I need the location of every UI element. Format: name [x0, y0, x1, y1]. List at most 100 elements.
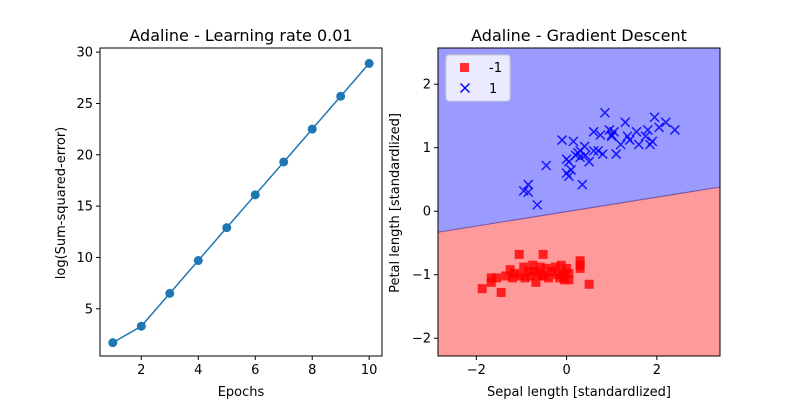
right-chart-y-tick-label: −1	[412, 268, 431, 283]
class-neg1-point	[492, 273, 502, 283]
class-1-point	[620, 117, 631, 128]
class-1-point	[532, 199, 543, 210]
error-point	[165, 288, 175, 298]
legend-label-1: 1	[489, 82, 497, 97]
error-point	[108, 338, 118, 348]
class-1-point	[557, 135, 568, 146]
class-neg1-point	[535, 262, 545, 272]
left-chart-title: Adaline - Learning rate 0.01	[129, 26, 352, 45]
class-neg1-point	[556, 260, 566, 270]
class-1-point	[588, 126, 599, 137]
left-chart-y-tick-label: 30	[76, 46, 93, 61]
right-chart-y-tick-label: 0	[423, 205, 431, 220]
class-1-point	[631, 126, 642, 137]
class-1-point	[624, 135, 635, 146]
class-1-point	[563, 171, 574, 182]
error-point	[279, 157, 289, 167]
legend-label-neg1: -1	[489, 61, 502, 76]
left-chart-y-tick-label: 25	[76, 97, 93, 112]
right-chart-title: Adaline - Gradient Descent	[471, 26, 687, 45]
class-1-point	[595, 129, 606, 141]
left-chart-x-tick-label: 10	[361, 363, 378, 378]
right-chart-y-axis-label: Petal length [standardlized]	[388, 113, 403, 293]
error-series-line	[112, 62, 370, 344]
class-1-point	[566, 164, 577, 175]
class-neg1-point	[564, 268, 574, 278]
right-chart-x-tick-label: −2	[467, 363, 486, 378]
class-neg1-point	[541, 263, 551, 273]
class-1-point	[633, 139, 644, 150]
class-neg1-point	[505, 265, 515, 275]
class-1-point	[588, 145, 599, 156]
error-point	[250, 190, 260, 200]
error-point	[222, 223, 232, 233]
class-neg1-point	[510, 268, 520, 278]
left-chart-x-tick-label: 2	[137, 363, 145, 378]
right-chart-axes-frame	[437, 47, 721, 357]
left-chart-y-axis-label: log(Sum-squared-error)	[54, 127, 69, 280]
left-chart-y-tick-label: 10	[76, 251, 93, 266]
class-neg1-point	[520, 273, 530, 283]
class-neg1-point	[525, 271, 535, 281]
class-1-point	[580, 150, 591, 161]
left-chart: Adaline - Learning rate 0.01 2 4 6 8 10 5 10 15…	[54, 26, 383, 400]
class-1-point	[660, 117, 671, 128]
left-chart-plot-area: 2 4 6 8 10 5 10 15 20 25 30	[76, 46, 383, 378]
class-1-point	[606, 129, 617, 141]
class-1-point	[642, 124, 653, 135]
class-1-point	[669, 124, 680, 135]
left-chart-y-tick-label: 15	[76, 200, 93, 215]
class-1-point	[615, 139, 626, 150]
class-neg1-point	[562, 263, 572, 273]
right-chart-x-tick-label: 0	[562, 363, 570, 378]
class-neg1-point	[477, 284, 487, 294]
left-chart-x-axis-label: Epochs	[218, 385, 265, 400]
class-neg1-point	[544, 273, 554, 283]
class-neg1-point	[531, 277, 541, 287]
class-1-point	[593, 145, 604, 156]
class-neg1-point	[486, 277, 496, 287]
error-point	[336, 91, 346, 101]
right-chart-y-tick-label: 2	[423, 78, 431, 93]
right-chart-y-tick-label: 1	[423, 141, 431, 156]
class-1-point	[649, 112, 660, 123]
class-1-point	[577, 179, 588, 190]
class-1-point	[575, 152, 586, 163]
error-point	[193, 256, 203, 266]
class-1-point	[597, 149, 608, 160]
class-neg1-point	[501, 271, 511, 281]
class-1-point	[599, 107, 610, 118]
error-point	[307, 124, 317, 134]
right-chart-x-tick-label: 2	[653, 363, 661, 378]
class-neg1-point	[496, 287, 506, 297]
class-neg1-point	[550, 262, 560, 272]
class-neg1-point	[516, 271, 526, 281]
legend-x-marker	[459, 82, 471, 94]
right-chart-plot-area: −2 0 2 −2 −1 0 1 2	[412, 47, 721, 378]
class-neg1-point	[584, 279, 594, 289]
error-point	[364, 58, 374, 68]
legend-square-marker	[460, 63, 469, 72]
class-1-point	[541, 160, 552, 171]
class-1-point	[640, 131, 651, 142]
class-1-point	[611, 149, 622, 160]
right-chart-legend: -11	[445, 54, 511, 102]
class-1-point	[647, 136, 658, 147]
left-chart-x-tick-label: 4	[194, 363, 202, 378]
right-chart: Adaline - Gradient Descent −2 0 2 −2 −1 0 1 2 S…	[388, 26, 721, 400]
left-chart-x-tick-label: 8	[308, 363, 316, 378]
decision-boundary	[437, 186, 721, 233]
class-neg1-point	[514, 249, 524, 259]
class-1-point	[523, 179, 534, 190]
right-chart-y-tick-label: −2	[412, 332, 431, 347]
class-neg1-point	[559, 271, 569, 281]
class-1-point	[579, 141, 590, 152]
left-chart-y-tick-label: 20	[76, 148, 93, 163]
class-neg1-point	[528, 260, 538, 270]
class-1-point	[523, 187, 534, 198]
class-1-point	[568, 136, 579, 147]
left-chart-axes-frame	[99, 47, 383, 357]
class-neg1-point	[519, 262, 529, 272]
class-1-point	[584, 156, 595, 167]
